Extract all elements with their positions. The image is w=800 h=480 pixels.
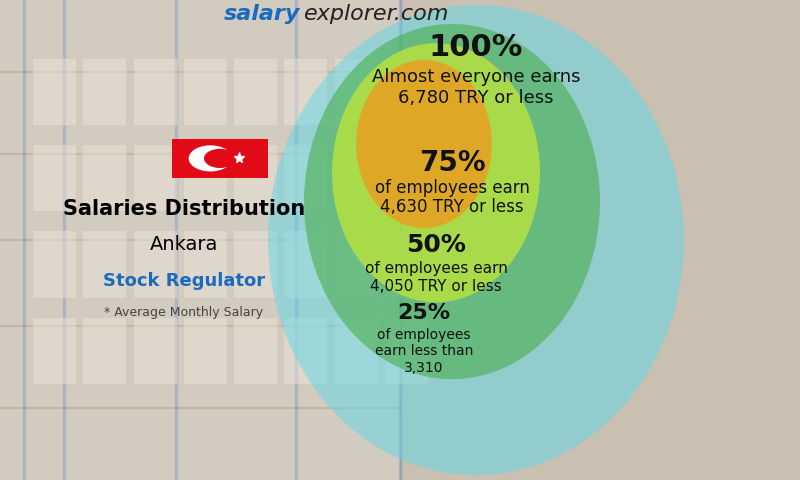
Text: explorer.com: explorer.com — [304, 4, 450, 24]
Bar — [334, 58, 378, 125]
Text: Stock Regulator: Stock Regulator — [103, 272, 265, 290]
Text: 50%: 50% — [406, 233, 466, 257]
Text: 6,780 TRY or less: 6,780 TRY or less — [398, 89, 554, 108]
Bar — [233, 58, 277, 125]
Bar — [334, 317, 378, 384]
Bar — [133, 317, 177, 384]
Text: Almost everyone earns: Almost everyone earns — [372, 68, 580, 86]
FancyBboxPatch shape — [172, 139, 268, 178]
Bar — [32, 144, 76, 211]
Bar — [334, 230, 378, 298]
Text: 75%: 75% — [418, 149, 486, 177]
Bar — [183, 230, 227, 298]
Text: * Average Monthly Salary: * Average Monthly Salary — [105, 306, 263, 320]
Text: Salaries Distribution: Salaries Distribution — [63, 199, 305, 219]
Text: 100%: 100% — [429, 34, 523, 62]
Bar — [384, 317, 428, 384]
Bar — [32, 317, 76, 384]
Bar — [183, 144, 227, 211]
Bar — [82, 144, 126, 211]
Text: of employees earn: of employees earn — [365, 261, 507, 276]
Ellipse shape — [356, 60, 492, 228]
Bar — [32, 230, 76, 298]
Text: 4,630 TRY or less: 4,630 TRY or less — [380, 198, 524, 216]
Ellipse shape — [332, 43, 540, 302]
Bar — [183, 58, 227, 125]
Bar — [133, 230, 177, 298]
Bar — [0, 0, 400, 480]
Ellipse shape — [268, 5, 684, 475]
Bar — [283, 144, 327, 211]
Bar — [384, 144, 428, 211]
Bar — [233, 317, 277, 384]
Bar — [82, 317, 126, 384]
Text: of employees earn: of employees earn — [374, 179, 530, 197]
Bar — [283, 58, 327, 125]
Bar — [384, 230, 428, 298]
Text: Ankara: Ankara — [150, 235, 218, 254]
Bar — [183, 317, 227, 384]
Wedge shape — [189, 145, 231, 171]
Circle shape — [204, 149, 236, 168]
Ellipse shape — [304, 24, 600, 379]
Bar — [283, 317, 327, 384]
Bar — [133, 144, 177, 211]
Bar — [32, 58, 76, 125]
Bar — [334, 144, 378, 211]
Text: 4,050 TRY or less: 4,050 TRY or less — [370, 279, 502, 294]
Bar — [133, 58, 177, 125]
Text: 3,310: 3,310 — [404, 361, 444, 375]
Bar — [233, 230, 277, 298]
Bar — [233, 144, 277, 211]
Text: 25%: 25% — [398, 303, 450, 323]
Bar — [82, 58, 126, 125]
Text: salary: salary — [224, 4, 300, 24]
Bar — [384, 58, 428, 125]
Text: of employees: of employees — [378, 328, 470, 342]
Text: earn less than: earn less than — [375, 344, 473, 359]
Bar — [283, 230, 327, 298]
Bar — [82, 230, 126, 298]
